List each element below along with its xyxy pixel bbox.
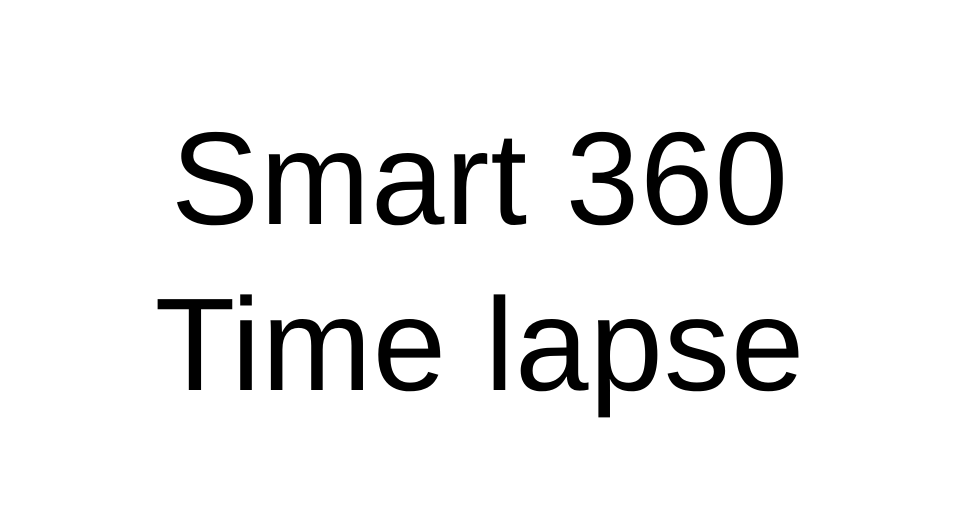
title-text: Smart 360 Time lapse	[0, 96, 960, 428]
title-line-2: Time lapse	[154, 271, 806, 418]
title-line-1: Smart 360	[171, 105, 789, 252]
